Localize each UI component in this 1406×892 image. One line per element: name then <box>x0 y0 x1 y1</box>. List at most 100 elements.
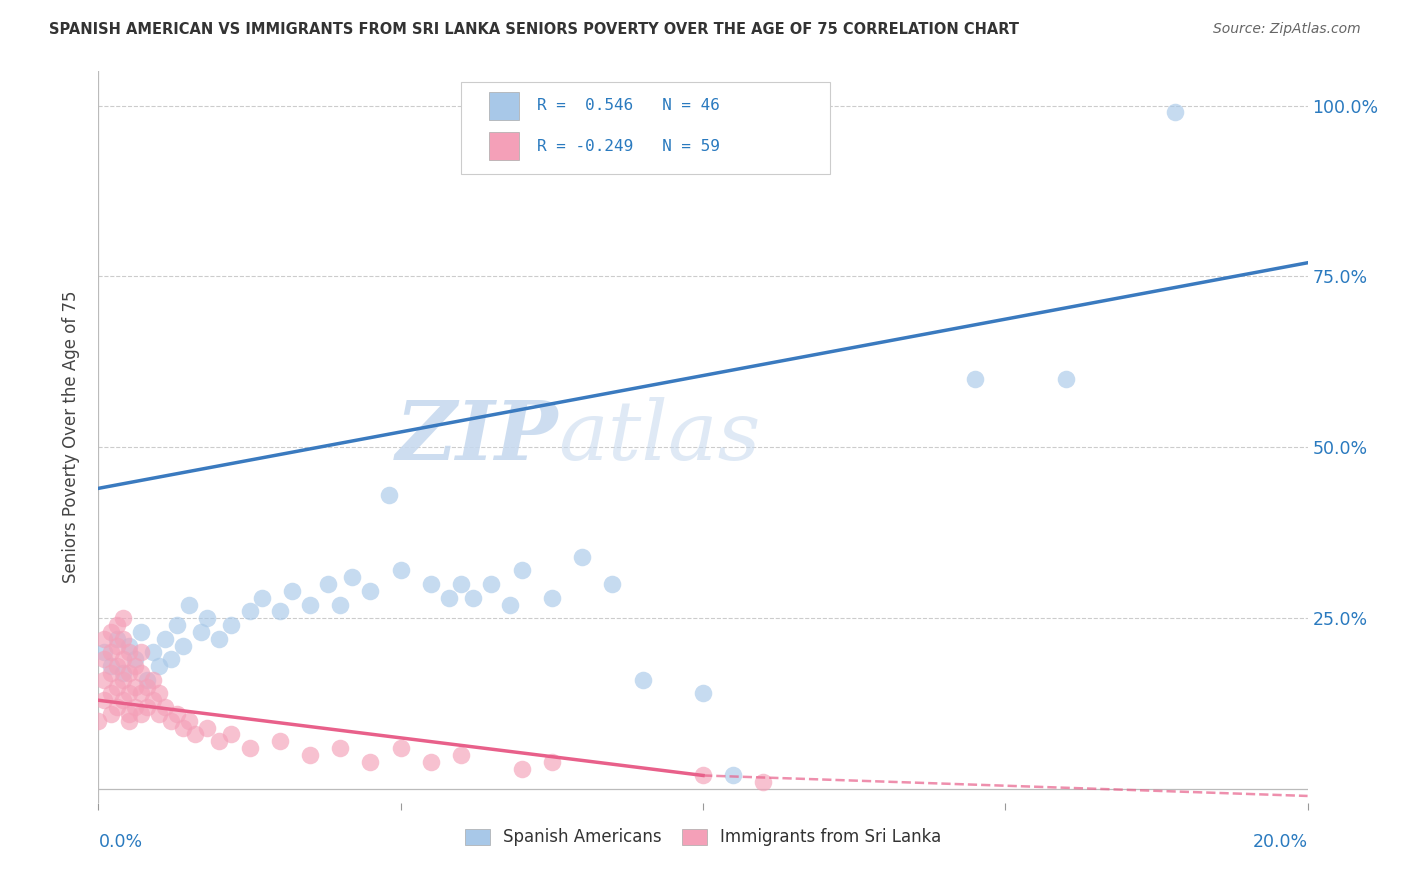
Point <box>450 577 472 591</box>
Point <box>510 762 533 776</box>
Point <box>463 591 485 605</box>
Point <box>105 659 128 673</box>
Point <box>221 727 243 741</box>
Point <box>93 645 115 659</box>
Point <box>142 645 165 659</box>
Point <box>129 686 152 700</box>
Point <box>148 706 170 721</box>
Point <box>450 747 472 762</box>
Point <box>153 632 176 646</box>
Point <box>129 645 152 659</box>
Point <box>105 639 128 653</box>
Point <box>239 604 262 618</box>
Point <box>93 652 115 666</box>
Point <box>93 693 115 707</box>
FancyBboxPatch shape <box>489 132 519 160</box>
Point <box>142 693 165 707</box>
Point <box>105 680 128 694</box>
Point <box>118 665 141 680</box>
Point <box>100 645 122 659</box>
Point <box>100 706 122 721</box>
Point <box>160 652 183 666</box>
Point <box>342 570 364 584</box>
Point <box>111 652 134 666</box>
Point <box>208 632 231 646</box>
Point <box>571 549 593 564</box>
Point <box>124 700 146 714</box>
Point <box>118 639 141 653</box>
Point <box>160 714 183 728</box>
Point <box>111 673 134 687</box>
Text: R =  0.546   N = 46: R = 0.546 N = 46 <box>537 98 720 113</box>
Point <box>166 618 188 632</box>
Text: SPANISH AMERICAN VS IMMIGRANTS FROM SRI LANKA SENIORS POVERTY OVER THE AGE OF 75: SPANISH AMERICAN VS IMMIGRANTS FROM SRI … <box>49 22 1019 37</box>
Point <box>631 673 654 687</box>
Point <box>389 563 412 577</box>
Point <box>329 598 352 612</box>
Point <box>1163 105 1185 120</box>
Point <box>360 755 382 769</box>
Point <box>602 577 624 591</box>
Point <box>100 665 122 680</box>
Legend: Spanish Americans, Immigrants from Sri Lanka: Spanish Americans, Immigrants from Sri L… <box>458 822 948 853</box>
Point <box>540 755 562 769</box>
Point <box>93 632 115 646</box>
Point <box>752 775 775 789</box>
Point <box>105 618 128 632</box>
Point <box>148 659 170 673</box>
Point <box>100 624 122 639</box>
Point <box>195 611 218 625</box>
Point <box>510 563 533 577</box>
Point <box>299 747 322 762</box>
Point <box>269 604 291 618</box>
Point <box>166 706 188 721</box>
Point <box>148 686 170 700</box>
FancyBboxPatch shape <box>489 92 519 120</box>
Point <box>124 659 146 673</box>
Point <box>93 673 115 687</box>
Point <box>124 652 146 666</box>
Point <box>118 706 141 721</box>
Point <box>498 598 520 612</box>
Point <box>129 706 152 721</box>
Point <box>420 577 443 591</box>
Point <box>100 659 122 673</box>
Point <box>239 741 262 756</box>
Point <box>118 686 141 700</box>
Text: 0.0%: 0.0% <box>98 833 142 851</box>
Point <box>172 721 194 735</box>
Point <box>105 700 128 714</box>
FancyBboxPatch shape <box>461 82 830 174</box>
Point <box>135 700 157 714</box>
Point <box>377 488 399 502</box>
Point <box>111 611 134 625</box>
Point <box>208 734 231 748</box>
Point <box>1054 372 1077 386</box>
Text: Source: ZipAtlas.com: Source: ZipAtlas.com <box>1213 22 1361 37</box>
Point <box>100 686 122 700</box>
Point <box>153 700 176 714</box>
Point <box>111 665 134 680</box>
Point <box>135 673 157 687</box>
Text: R = -0.249   N = 59: R = -0.249 N = 59 <box>537 138 720 153</box>
Point <box>250 591 273 605</box>
Point <box>437 591 460 605</box>
Point <box>195 721 218 735</box>
Point <box>965 372 987 386</box>
Point <box>281 583 304 598</box>
Point <box>360 583 382 598</box>
Point <box>142 673 165 687</box>
Point <box>172 639 194 653</box>
Point <box>692 686 714 700</box>
Point <box>129 665 152 680</box>
Point <box>481 577 503 591</box>
Point <box>190 624 212 639</box>
Point <box>111 693 134 707</box>
Point <box>184 727 207 741</box>
Point <box>118 645 141 659</box>
Y-axis label: Seniors Poverty Over the Age of 75: Seniors Poverty Over the Age of 75 <box>62 291 80 583</box>
Point <box>179 598 201 612</box>
Text: 20.0%: 20.0% <box>1253 833 1308 851</box>
Point <box>179 714 201 728</box>
Text: ZIP: ZIP <box>395 397 558 477</box>
